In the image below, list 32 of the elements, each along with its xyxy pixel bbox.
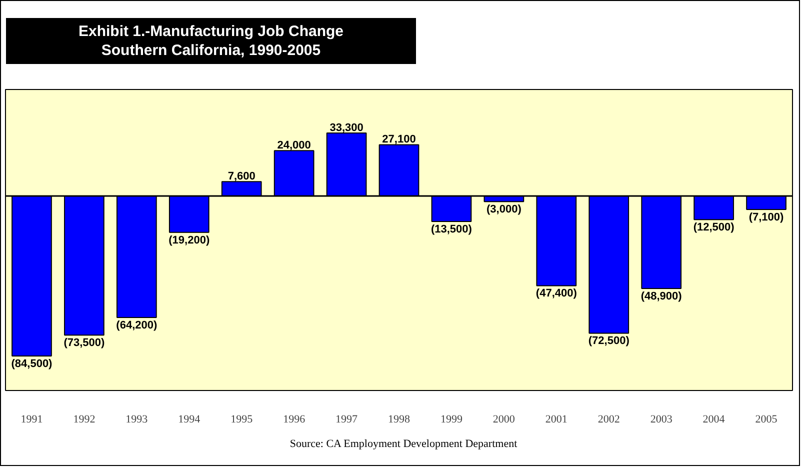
- data-label: (12,500): [693, 222, 735, 234]
- data-label: (7,100): [748, 211, 784, 224]
- data-label: (47,400): [536, 288, 578, 300]
- x-tick-label: 1998: [388, 414, 410, 426]
- data-label: (64,200): [116, 320, 158, 332]
- x-tick-label: 2000: [492, 414, 516, 426]
- source-note: Source: CA Employment Development Department: [288, 437, 518, 452]
- data-label: (19,200): [168, 234, 210, 246]
- x-tick-label: 1993: [126, 414, 148, 426]
- x-tick-label: 1997: [336, 414, 358, 426]
- data-label: (73,500): [64, 337, 106, 350]
- data-label: 27,100: [382, 134, 416, 146]
- data-label: (84,500): [11, 358, 53, 370]
- data-label: (3,000): [486, 204, 522, 216]
- x-tick-label: 2003: [650, 414, 673, 426]
- x-tick-label: 1996: [283, 414, 306, 426]
- data-label: (72,500): [588, 335, 630, 348]
- x-tick-label: 1992: [73, 414, 96, 426]
- x-tick-label: 1991: [20, 414, 43, 426]
- x-tick-label: 1995: [230, 414, 254, 426]
- x-tick-label: 1994: [178, 414, 201, 426]
- x-tick-label: 2004: [702, 414, 726, 426]
- x-tick-label: 2005: [755, 414, 778, 426]
- chart-title: Exhibit 1.-Manufacturing Job Change Southern California, 1990-2005: [6, 18, 416, 64]
- data-label: 33,300: [330, 122, 364, 134]
- data-label: (48,900): [640, 290, 682, 303]
- data-label: 7,600: [228, 170, 256, 183]
- x-tick-label: 2001: [545, 414, 568, 426]
- data-label: 24,000: [277, 140, 311, 152]
- data-label: (13,500): [430, 224, 472, 236]
- x-tick-label: 2002: [598, 414, 620, 426]
- x-tick-label: 1999: [440, 414, 463, 426]
